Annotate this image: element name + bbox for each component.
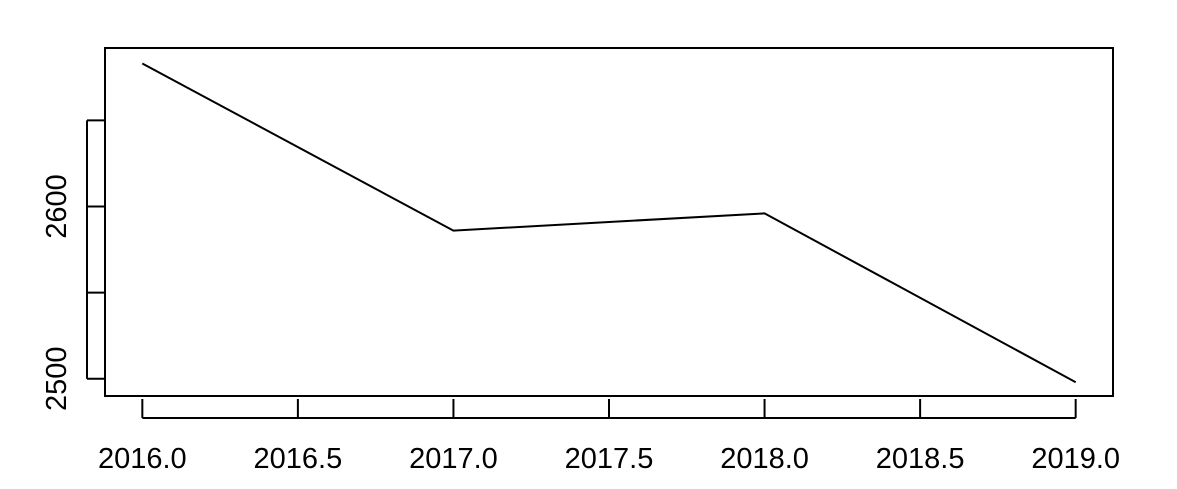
x-tick-label: 2016.5 (254, 443, 343, 475)
x-axis: 2016.0 2016.5 2017.0 2017.5 2018.0 2018.5 2019… (98, 399, 1120, 475)
y-axis: 2500 2600 (41, 119, 105, 412)
y-tick-label: 2500 (41, 347, 73, 412)
x-tick-label: 2017.5 (565, 443, 654, 475)
series-line (141, 62, 1077, 384)
x-tick-label: 2018.5 (876, 443, 965, 475)
series-group (141, 62, 1077, 384)
x-tick-label: 2016.0 (98, 443, 187, 475)
x-tick-label: 2017.0 (409, 443, 498, 475)
plot-frame (104, 47, 1114, 397)
x-tick-label: 2018.0 (720, 443, 809, 475)
y-tick-label: 2600 (41, 174, 73, 239)
x-tick-label: 2019.0 (1031, 443, 1120, 475)
